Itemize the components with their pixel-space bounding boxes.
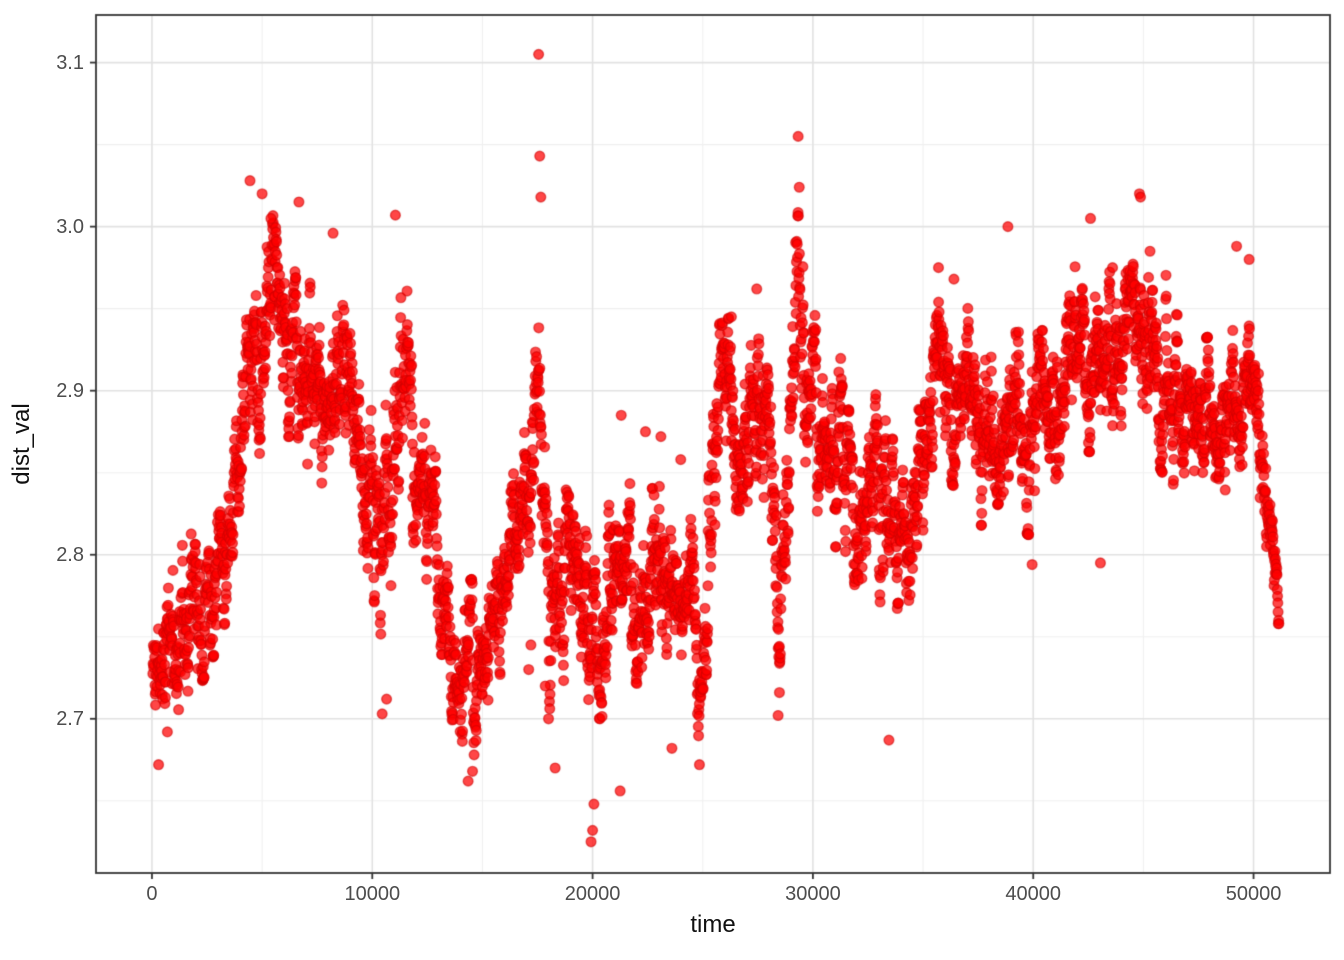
y-tick-label: 2.9 [56, 379, 84, 402]
y-axis-title: dist_val [8, 403, 35, 485]
y-tick-label: 3.0 [56, 215, 84, 238]
x-tick-label: 40000 [1005, 883, 1062, 905]
y-tick-label: 2.7 [56, 707, 84, 730]
x-tick-label: 10000 [344, 883, 401, 905]
y-tick-label: 2.8 [56, 543, 84, 566]
x-tick-label: 50000 [1225, 883, 1282, 905]
x-tick-label: 30000 [785, 883, 841, 905]
x-tick-label: 0 [146, 883, 158, 905]
x-axis-title: time [690, 911, 736, 938]
x-tick-label: 20000 [564, 883, 621, 905]
y-tick-label: 3.1 [56, 51, 84, 74]
